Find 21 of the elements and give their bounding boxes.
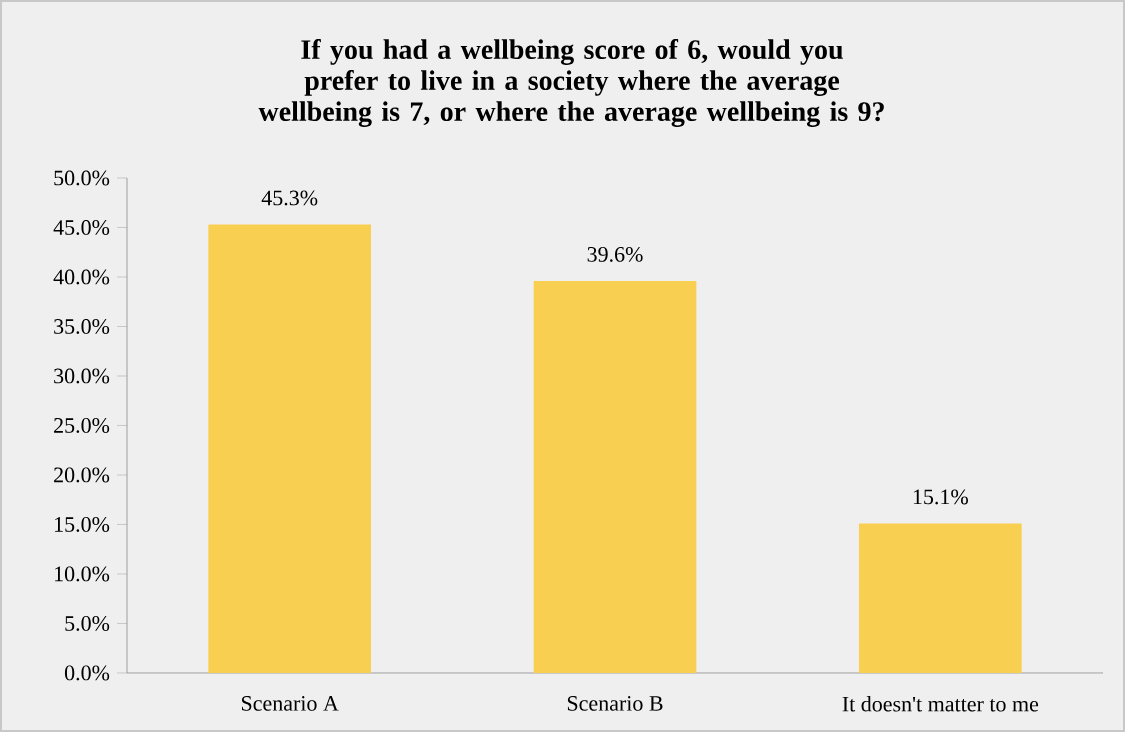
x-tick-label: It doesn't matter to me bbox=[842, 696, 1039, 712]
y-tick-label: 40.0% bbox=[53, 269, 110, 285]
y-tick-label: 0.0% bbox=[64, 665, 110, 681]
data-label: 45.3% bbox=[261, 190, 318, 206]
bar bbox=[208, 224, 371, 673]
bar bbox=[859, 523, 1022, 673]
chart-title: If you had a wellbeing score of 6, would you prefer to live in a society where the average wellbeing is 7, or where the average wellbeing is 9? bbox=[258, 39, 884, 127]
y-tick-label: 15.0% bbox=[55, 517, 110, 532]
data-label: 39.6% bbox=[587, 246, 643, 262]
x-tick-label: Scenario A bbox=[241, 696, 339, 711]
y-tick-label: 10.0% bbox=[55, 566, 110, 582]
y-tick-label: 45.0% bbox=[53, 220, 110, 235]
y-tick-label: 35.0% bbox=[54, 319, 110, 334]
y-tick-label: 50.0% bbox=[54, 170, 110, 186]
y-tick-label: 5.0% bbox=[65, 616, 110, 631]
y-tick-label: 30.0% bbox=[54, 368, 110, 384]
y-tick-label: 20.0% bbox=[54, 467, 110, 483]
x-tick-label: Scenario B bbox=[567, 696, 663, 711]
y-tick-label: 25.0% bbox=[54, 418, 110, 433]
data-label: 15.1% bbox=[913, 489, 968, 505]
bar bbox=[533, 280, 697, 673]
